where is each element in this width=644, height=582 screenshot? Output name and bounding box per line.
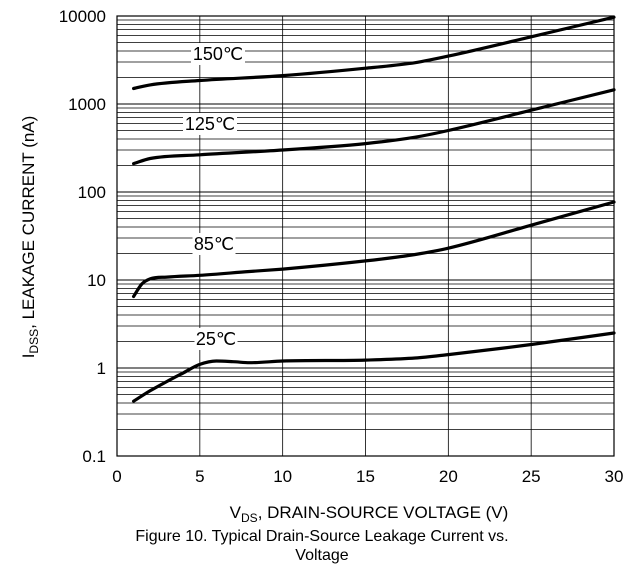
x-tick-label: 20 [439,467,458,486]
series-line [132,200,616,299]
leakage-current-chart: 150℃ 125℃ 85℃ 25℃ 0 5 10 15 20 25 30 0.1 1 10 100 100… [19,7,623,525]
y-tick-label: 1000 [68,95,106,114]
y-tick-labels: 0.1 1 10 100 1000 10000 [59,7,106,466]
series-line [132,331,616,403]
caption-line-2: Voltage [295,547,349,564]
y-tick-label: 10000 [59,7,106,26]
series-label: 150℃ [193,44,243,64]
x-tick-label: 30 [605,467,624,486]
x-tick-label: 5 [195,467,204,486]
series-label-bg [192,233,236,255]
x-tick-label: 0 [112,467,121,486]
series-label-bg [194,328,238,350]
figure-caption: Figure 10. Typical Drain-Source Leakage … [0,527,644,565]
y-tick-label: 1 [97,359,106,378]
series-label: 85℃ [194,234,234,254]
series-label: 25℃ [196,329,236,349]
y-tick-label: 10 [87,271,106,290]
x-axis-label: VDS, DRAIN-SOURCE VOLTAGE (V) [230,503,509,525]
series-label: 125℃ [185,114,235,134]
plot-frame [116,15,615,457]
x-tick-label: 15 [356,467,375,486]
y-tick-label: 0.1 [82,447,106,466]
series-line [132,88,616,166]
series-label-bg [191,43,245,65]
caption-line-1: Figure 10. Typical Drain-Source Leakage … [135,528,509,545]
x-tick-labels: 0 5 10 15 20 25 30 [112,467,623,486]
grid-lines [117,16,614,456]
series-labels: 150℃ 125℃ 85℃ 25℃ [183,43,245,350]
y-axis-label: IDSS, LEAKAGE CURRENT (nA) [19,116,41,359]
series-line [132,15,616,91]
x-tick-label: 25 [522,467,541,486]
x-tick-label: 10 [273,467,292,486]
series-curves [132,15,616,403]
series-label-bg [183,113,237,135]
y-tick-label: 100 [78,183,106,202]
